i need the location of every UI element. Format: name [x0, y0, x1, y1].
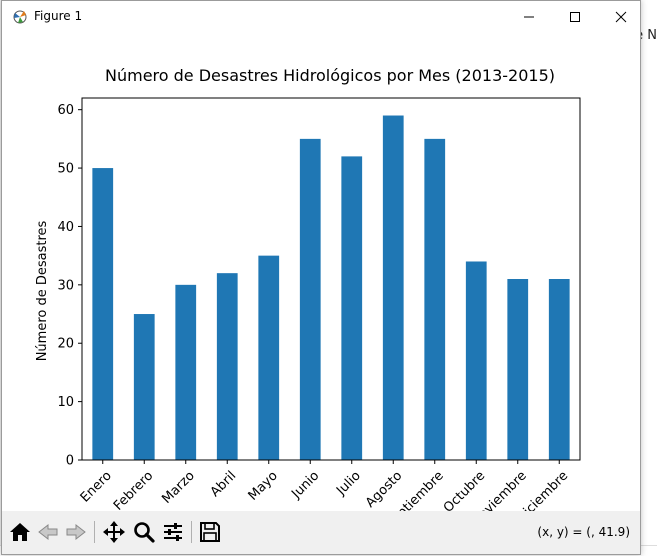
y-tick-label: 60: [57, 103, 74, 118]
minimize-button[interactable]: [506, 1, 552, 33]
figure-window: Figure 1 Número de Desastres Hidrológico…: [1, 0, 641, 555]
y-tick-label: 30: [57, 278, 74, 293]
x-tick-label: Marzo: [159, 468, 197, 506]
configure-subplots-button[interactable]: [160, 519, 186, 545]
forward-arrow-icon: [66, 523, 86, 541]
window-title: Figure 1: [34, 9, 83, 23]
bar-julio: [341, 156, 363, 461]
y-tick-label: 50: [57, 162, 74, 177]
toolbar-separator: [191, 521, 192, 543]
pan-button[interactable]: [101, 519, 127, 545]
x-tick-label: Febrero: [111, 468, 156, 511]
bar-marzo: [175, 284, 197, 460]
x-tick-label: Octubre: [441, 468, 488, 511]
y-tick-label: 10: [57, 395, 74, 410]
pan-move-icon: [103, 521, 125, 543]
bar-mayo: [258, 255, 280, 460]
save-button[interactable]: [197, 519, 223, 545]
figure-canvas[interactable]: Número de Desastres Hidrológicos por Mes…: [2, 33, 640, 532]
navigation-toolbar: (x, y) = (, 41.9): [2, 511, 640, 554]
bar-noviembre: [507, 279, 529, 460]
maximize-icon: [570, 12, 580, 22]
y-tick-label: 40: [57, 220, 74, 235]
maximize-button[interactable]: [552, 1, 598, 33]
x-tick-label: Enero: [78, 468, 115, 505]
x-tick-label: Abril: [208, 468, 240, 500]
cursor-coordinates: (x, y) = (, 41.9): [537, 525, 630, 539]
back-button[interactable]: [35, 519, 61, 545]
forward-button[interactable]: [63, 519, 89, 545]
y-tick-label: 20: [57, 337, 74, 352]
bar-octubre: [465, 261, 487, 460]
toolbar-separator: [94, 521, 95, 543]
bar-enero: [92, 168, 114, 460]
zoom-magnifier-icon: [134, 522, 155, 543]
chart-title: Número de Desastres Hidrológicos por Mes…: [105, 66, 555, 85]
close-button[interactable]: [598, 1, 644, 33]
x-tick-label: Mayo: [246, 468, 281, 503]
title-bar[interactable]: Figure 1: [2, 1, 640, 33]
configure-subplots-icon: [164, 523, 182, 541]
minimize-icon: [524, 16, 534, 18]
zoom-button[interactable]: [131, 519, 157, 545]
bar-septiembre: [424, 138, 446, 460]
bar-chart: Número de Desastres Hidrológicos por Mes…: [35, 66, 581, 532]
bar-febrero: [133, 314, 155, 460]
x-tick-label: Julio: [333, 468, 364, 499]
x-tick-label: Junio: [288, 468, 322, 502]
home-icon: [10, 523, 30, 541]
y-axis-label: Número de Desastres: [35, 220, 50, 361]
save-floppy-icon: [200, 522, 220, 542]
axes-frame: [81, 97, 581, 461]
background-app-strip: [637, 0, 657, 556]
home-button[interactable]: [7, 519, 33, 545]
y-tick-label: 0: [66, 454, 74, 469]
bar-diciembre: [548, 279, 570, 460]
bar-abril: [216, 273, 238, 460]
back-arrow-icon: [38, 523, 58, 541]
matplotlib-app-icon: [10, 7, 30, 27]
close-icon: [615, 11, 627, 23]
bar-junio: [299, 138, 321, 460]
bar-agosto: [382, 115, 404, 461]
